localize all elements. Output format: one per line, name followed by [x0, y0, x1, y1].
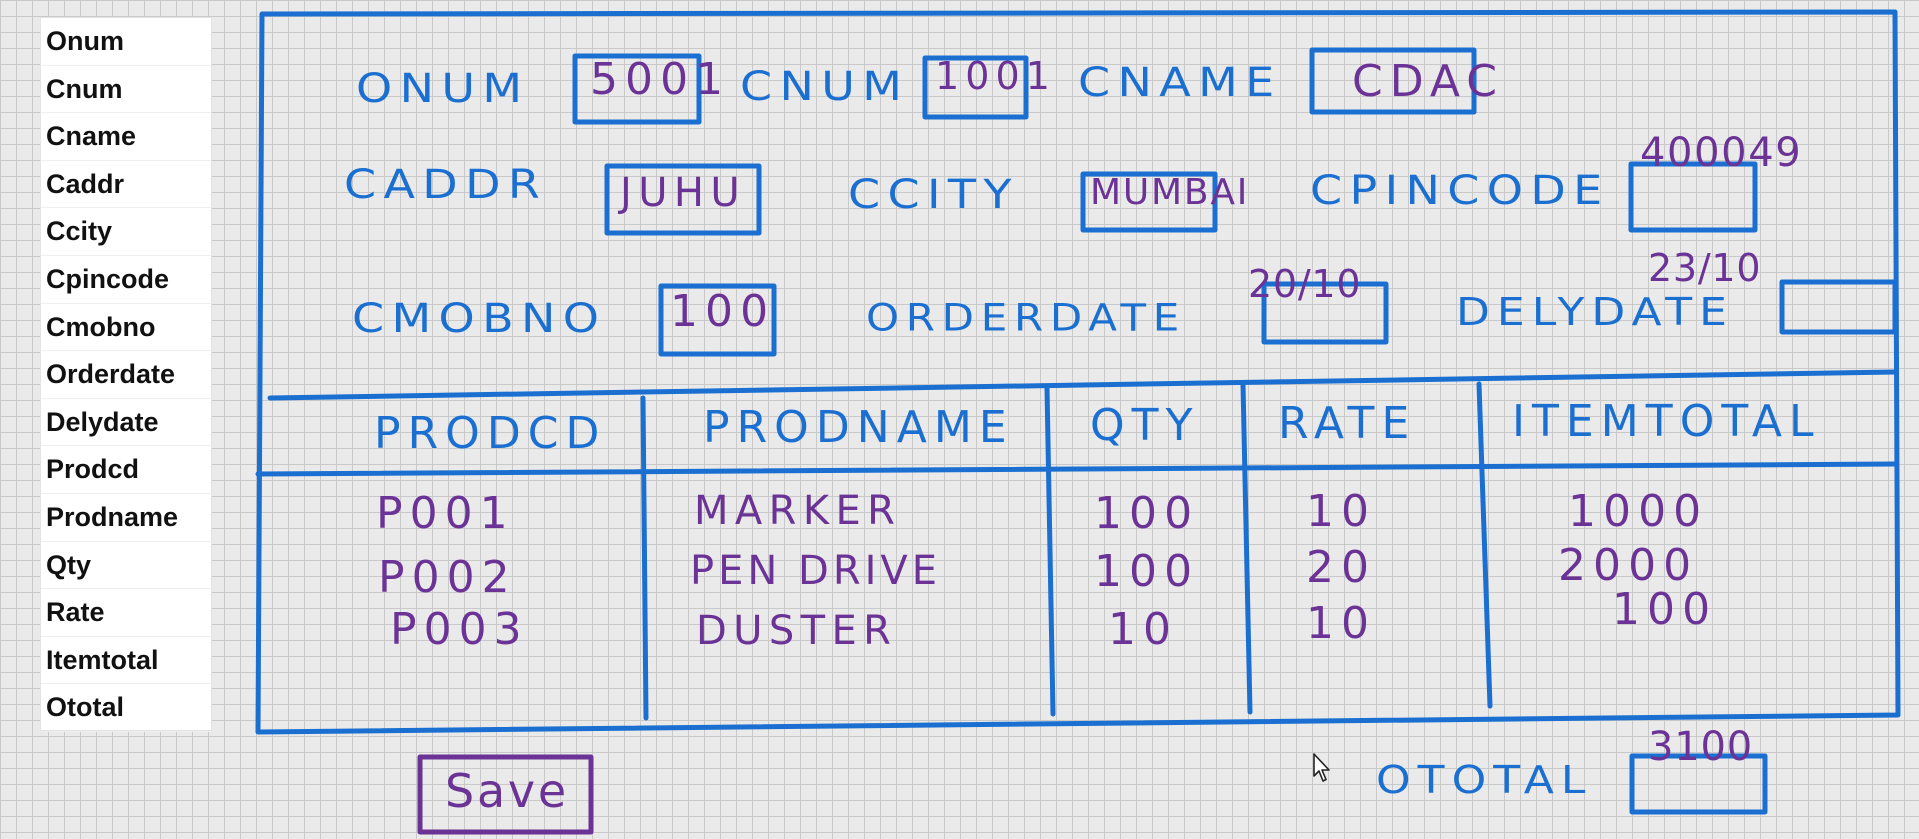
field-list: Onum Cnum Cname Caddr Ccity Cpincode Cmo… — [40, 17, 212, 732]
field-cname: Cname — [41, 113, 211, 161]
caddr-label: CADDR — [344, 160, 548, 208]
table-cell: 10 — [1108, 604, 1179, 655]
table-cell: 100 — [1094, 546, 1200, 597]
orderdate-box — [1261, 281, 1389, 345]
field-ccity: Ccity — [41, 208, 211, 256]
cnum-box — [922, 55, 1029, 120]
field-cmobno: Cmobno — [41, 304, 211, 352]
table-cell: 100 — [1094, 488, 1200, 539]
table-cell: MARKER — [694, 488, 902, 534]
table-cell: 10 — [1306, 598, 1377, 649]
ccity-value[interactable]: MUMBAI — [1090, 172, 1250, 213]
table-top-line — [267, 369, 1898, 401]
cname-value[interactable]: CDAC — [1352, 56, 1505, 107]
cmobno-label: CMOBNO — [352, 294, 607, 342]
field-qty: Qty — [41, 542, 211, 590]
onum-box — [572, 53, 702, 125]
field-ototal: Ototal — [41, 684, 211, 732]
field-onum: Onum — [41, 18, 211, 66]
delydate-label: DELYDATE — [1456, 290, 1735, 335]
col-header-prodcd: PRODCD — [374, 408, 607, 459]
col-header-prodname: PRODNAME — [703, 402, 1014, 453]
field-delydate: Delydate — [41, 399, 211, 447]
ototal-value[interactable]: 3100 — [1648, 724, 1753, 770]
caddr-value[interactable]: JUHU — [620, 170, 747, 216]
table-cell: 10 — [1306, 486, 1377, 537]
table-cell: DUSTER — [696, 608, 898, 654]
table-cell: P002 — [378, 552, 517, 603]
field-orderdate: Orderdate — [41, 351, 211, 399]
field-rate: Rate — [41, 589, 211, 637]
cnum-value[interactable]: 1001 — [935, 54, 1057, 98]
cpincode-box — [1628, 161, 1758, 233]
delydate-box — [1779, 279, 1898, 335]
delydate-value[interactable]: 23/10 — [1648, 246, 1762, 290]
table-cell: P003 — [390, 604, 529, 655]
ccity-box — [1080, 171, 1218, 233]
save-button[interactable]: Save — [445, 764, 569, 818]
col-header-rate: RATE — [1278, 398, 1417, 449]
mouse-cursor-icon — [1313, 753, 1330, 782]
form-frame — [255, 9, 1901, 735]
orderdate-value[interactable]: 20/10 — [1248, 262, 1362, 306]
field-cpincode: Cpincode — [41, 256, 211, 304]
cname-label: CNAME — [1078, 58, 1282, 106]
cmobno-box — [658, 283, 777, 357]
table-cell: 2000 — [1558, 540, 1699, 591]
col-sep-3 — [1240, 381, 1253, 715]
save-box — [417, 754, 594, 835]
caddr-box — [604, 163, 762, 236]
cpincode-label: CPINCODE — [1310, 166, 1610, 214]
table-cell: 100 — [1612, 584, 1718, 635]
table-header-line — [255, 461, 1898, 477]
col-sep-2 — [1044, 385, 1056, 717]
cnum-label: CNUM — [740, 62, 910, 110]
orderdate-label: ORDERDATE — [866, 296, 1187, 340]
onum-value[interactable]: 5001 — [590, 54, 731, 105]
field-cnum: Cnum — [41, 66, 211, 114]
cname-box — [1309, 47, 1477, 115]
field-prodcd: Prodcd — [41, 446, 211, 494]
field-prodname: Prodname — [41, 494, 211, 542]
ototal-label: OTOTAL — [1376, 758, 1593, 803]
field-itemtotal: Itemtotal — [41, 637, 211, 685]
col-header-itemtotal: ITEMTOTAL — [1512, 396, 1821, 447]
ototal-box — [1629, 753, 1768, 815]
table-cell: 1000 — [1568, 486, 1709, 537]
onum-label: ONUM — [356, 64, 530, 112]
col-header-qty: QTY — [1090, 400, 1200, 451]
cmobno-value[interactable]: 100 — [670, 286, 776, 337]
col-sep-1 — [640, 395, 649, 721]
cpincode-value[interactable]: 400049 — [1640, 130, 1803, 176]
table-cell: 20 — [1306, 542, 1377, 593]
col-sep-4 — [1476, 381, 1493, 709]
field-caddr: Caddr — [41, 161, 211, 209]
table-cell: PEN DRIVE — [690, 548, 942, 594]
ccity-label: CCITY — [848, 170, 1019, 218]
table-cell: P001 — [376, 488, 515, 539]
